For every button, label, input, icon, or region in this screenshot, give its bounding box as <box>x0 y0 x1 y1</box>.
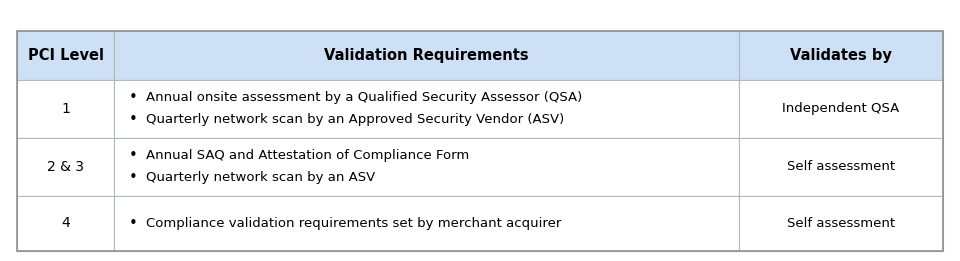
Bar <box>114 31 739 80</box>
Bar <box>114 80 739 138</box>
Text: •: • <box>129 216 137 231</box>
Text: •: • <box>129 112 137 127</box>
Text: Self assessment: Self assessment <box>787 160 895 173</box>
Bar <box>17 138 114 196</box>
Bar <box>739 196 943 251</box>
Text: Annual onsite assessment by a Qualified Security Assessor (QSA): Annual onsite assessment by a Qualified … <box>146 91 582 104</box>
Text: Validation Requirements: Validation Requirements <box>324 48 529 63</box>
Bar <box>114 196 739 251</box>
Bar <box>17 196 114 251</box>
Text: 1: 1 <box>61 102 70 116</box>
Bar <box>17 31 943 251</box>
Bar <box>739 138 943 196</box>
Text: •: • <box>129 170 137 185</box>
Text: Annual SAQ and Attestation of Compliance Form: Annual SAQ and Attestation of Compliance… <box>146 149 469 162</box>
Text: Validates by: Validates by <box>790 48 892 63</box>
Bar <box>17 31 114 80</box>
Bar <box>17 80 114 138</box>
Text: Quarterly network scan by an ASV: Quarterly network scan by an ASV <box>146 171 375 184</box>
Text: •: • <box>129 148 137 163</box>
Text: 2 & 3: 2 & 3 <box>47 160 84 174</box>
Bar <box>114 138 739 196</box>
Text: Independent QSA: Independent QSA <box>782 102 900 115</box>
Text: PCI Level: PCI Level <box>28 48 104 63</box>
Text: Compliance validation requirements set by merchant acquirer: Compliance validation requirements set b… <box>146 217 562 230</box>
Text: 4: 4 <box>61 216 70 230</box>
Text: •: • <box>129 90 137 105</box>
Bar <box>739 31 943 80</box>
Text: Quarterly network scan by an Approved Security Vendor (ASV): Quarterly network scan by an Approved Se… <box>146 113 564 126</box>
Bar <box>739 80 943 138</box>
Text: Self assessment: Self assessment <box>787 217 895 230</box>
